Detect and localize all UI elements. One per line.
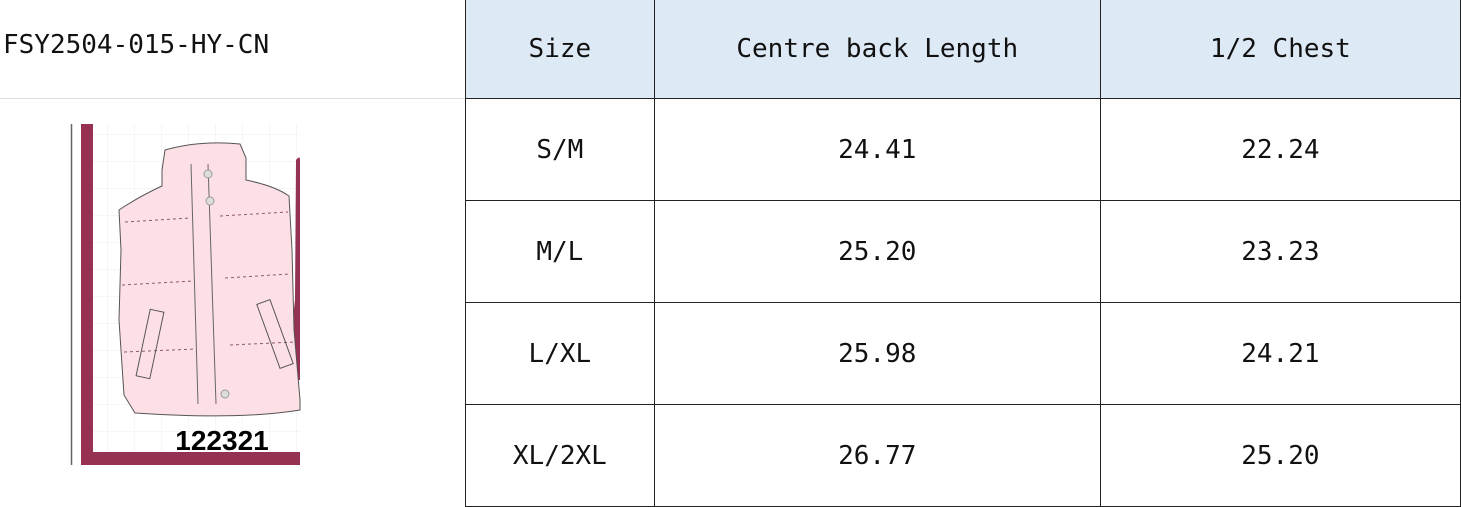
- cell-length: 25.20: [653, 200, 1101, 303]
- vest-drawing: [118, 142, 301, 417]
- cell-chest: 25.20: [1099, 404, 1461, 507]
- style-code: FSY2504-015-HY-CN: [3, 30, 270, 60]
- table-row: L/XL 25.98 24.21: [465, 302, 1461, 405]
- cell-length: 24.41: [653, 98, 1101, 201]
- cell-length: 26.77: [653, 404, 1101, 507]
- cell-chest: 22.24: [1099, 98, 1461, 201]
- cell-chest: 24.21: [1099, 302, 1461, 405]
- divider: [0, 98, 466, 99]
- image-label: 122321: [175, 425, 268, 456]
- cell-size: L/XL: [465, 302, 655, 405]
- table-header-row: Size Centre back Length 1/2 Chest: [465, 0, 1461, 99]
- header-half-chest: 1/2 Chest: [1099, 0, 1461, 99]
- header-centre-back-length: Centre back Length: [653, 0, 1101, 99]
- table-row: S/M 24.41 22.24: [465, 98, 1461, 201]
- product-image: 122321: [70, 124, 301, 465]
- size-chart-table: Size Centre back Length 1/2 Chest S/M 24.…: [465, 0, 1461, 507]
- cell-size: S/M: [465, 98, 655, 201]
- table-row: M/L 25.20 23.23: [465, 200, 1461, 303]
- table-row: XL/2XL 26.77 25.20: [465, 404, 1461, 507]
- cell-length: 25.98: [653, 302, 1101, 405]
- cell-size: M/L: [465, 200, 655, 303]
- cell-chest: 23.23: [1099, 200, 1461, 303]
- cell-size: XL/2XL: [465, 404, 655, 507]
- header-size: Size: [465, 0, 655, 99]
